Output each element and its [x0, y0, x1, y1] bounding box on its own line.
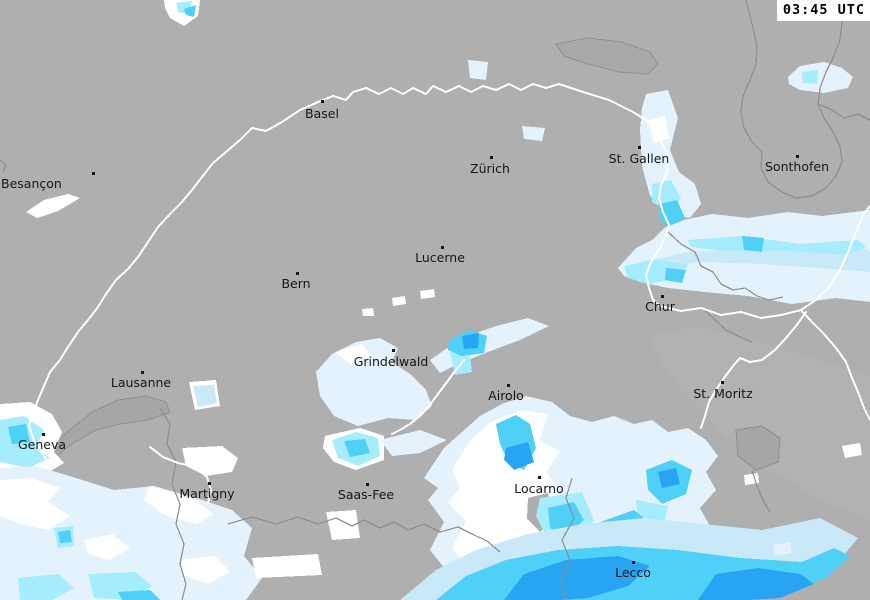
city-label: Besançon	[1, 176, 62, 191]
precipitation-cell	[344, 439, 370, 457]
precipitation-cell	[392, 296, 406, 306]
region-border	[699, 305, 753, 343]
city-label: Grindelwald	[353, 354, 429, 369]
city-marker	[392, 349, 395, 352]
precipitation-cell	[326, 510, 360, 540]
city-label: Saas-Fee	[337, 487, 395, 502]
timestamp-badge: 03:45 UTC	[776, 0, 870, 21]
country-border-valais	[149, 446, 212, 504]
region-border	[560, 477, 575, 600]
precipitation-cell	[84, 534, 130, 560]
precipitation-cell	[362, 308, 374, 316]
terrain-highlight	[648, 326, 870, 520]
city-label: St. Moritz	[693, 386, 753, 401]
city-marker	[796, 155, 799, 158]
city-label: Lausanne	[110, 375, 172, 390]
region-border	[740, 0, 843, 199]
region-border	[227, 516, 501, 553]
city-marker	[638, 146, 641, 149]
city-label: Bern	[281, 276, 311, 291]
city-marker	[441, 246, 444, 249]
region-border	[817, 103, 870, 121]
precipitation-cell	[58, 530, 72, 543]
city-marker	[490, 156, 493, 159]
precipitation-cell	[252, 554, 322, 578]
city-marker	[321, 100, 324, 103]
country-border-west	[28, 101, 319, 469]
precipitation-cell	[522, 126, 545, 141]
precipitation-cell	[802, 70, 818, 84]
city-marker	[141, 371, 144, 374]
precipitation-cell	[0, 478, 70, 530]
country-border-gotthard	[391, 359, 465, 435]
city-marker	[538, 476, 541, 479]
precipitation-cell	[8, 424, 30, 444]
lake-como	[735, 425, 781, 471]
lake-geneva	[33, 395, 171, 465]
city-marker	[366, 483, 369, 486]
city-marker	[661, 295, 664, 298]
precipitation-cell	[773, 542, 792, 556]
city-label: Geneva	[17, 437, 67, 452]
region-border	[159, 407, 187, 600]
country-border-layer	[28, 83, 870, 504]
precipitation-cell	[468, 60, 488, 80]
precipitation-cell	[335, 344, 372, 365]
terrain-layer	[33, 37, 870, 520]
city-label: Martigny	[179, 486, 235, 501]
city-marker	[721, 381, 724, 384]
precipitation-cell	[648, 116, 669, 143]
precipitation-cell	[180, 556, 230, 584]
precipitation-cell	[193, 385, 217, 407]
city-marker	[507, 384, 510, 387]
city-marker	[296, 272, 299, 275]
city-label: Sonthofen	[765, 159, 829, 174]
precipitation-cell	[316, 338, 432, 426]
precipitation-cell	[182, 446, 238, 476]
city-marker	[92, 172, 95, 175]
precipitation-cell	[665, 268, 686, 283]
country-border-north-east	[317, 83, 870, 319]
country-border-south-east	[700, 311, 807, 429]
region-border	[667, 231, 784, 301]
precipitation-cell	[462, 333, 479, 349]
precipitation-cell	[144, 486, 214, 524]
precipitation-cell	[688, 236, 866, 255]
precipitation-cell	[742, 236, 764, 252]
city-label: Lucerne	[415, 250, 465, 265]
precipitation-cell	[118, 590, 160, 600]
region-border	[0, 159, 7, 173]
precipitation-cell	[504, 442, 534, 470]
precipitation-cell	[842, 443, 862, 458]
city-marker	[208, 482, 211, 485]
city-label: Locarno	[514, 481, 564, 496]
country-border-east	[800, 309, 870, 421]
city-label: Zürich	[470, 161, 510, 176]
precipitation-cell	[504, 556, 650, 600]
precipitation-cell	[698, 568, 814, 600]
city-label: Lecco	[615, 565, 651, 580]
region-border	[751, 469, 771, 513]
precipitation-cell	[788, 62, 853, 93]
precipitation-cell	[184, 5, 196, 17]
city-label: Chur	[645, 299, 675, 314]
lake-constance	[555, 37, 659, 75]
precipitation-cell	[380, 430, 447, 456]
precipitation-cell	[659, 200, 685, 228]
precipitation-cell	[18, 574, 74, 600]
city-marker	[42, 433, 45, 436]
city-label: St. Gallen	[608, 151, 670, 166]
city-label: Airolo	[488, 388, 524, 403]
precipitation-cell	[420, 289, 435, 299]
city-marker	[632, 561, 635, 564]
city-label: Basel	[305, 106, 339, 121]
precipitation-cell	[26, 194, 80, 218]
precipitation-cell	[658, 468, 680, 488]
